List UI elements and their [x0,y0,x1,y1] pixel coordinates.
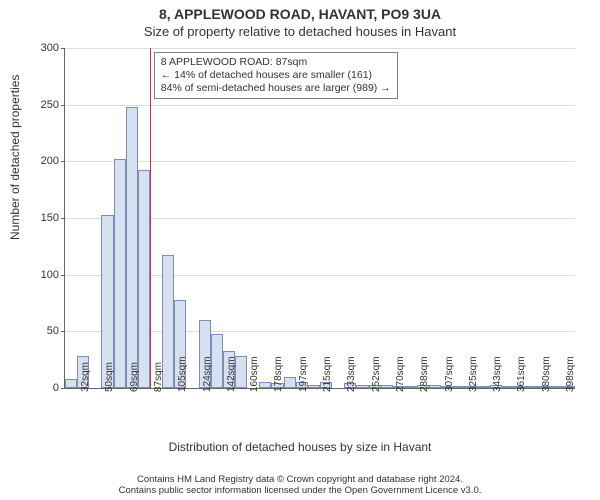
x-tick-label: 142sqm [226,356,237,392]
gridline [65,105,575,106]
x-tick-label: 380sqm [541,356,552,392]
x-tick-label: 160sqm [249,356,260,392]
annotation-line: 8 APPLEWOOD ROAD: 87sqm [161,56,391,69]
histogram-bar [284,377,296,388]
histogram-bar [526,386,538,388]
histogram-bar [138,170,150,388]
annotation-box: 8 APPLEWOOD ROAD: 87sqm← 14% of detached… [154,52,398,99]
histogram-bar [381,385,393,388]
y-tick-label: 250 [29,99,59,111]
annotation-line: ← 14% of detached houses are smaller (16… [161,69,391,82]
y-tick-mark [61,48,65,49]
gridline [65,48,575,49]
x-tick-label: 32sqm [80,362,91,392]
y-axis-label: Number of detached properties [8,75,22,240]
histogram-bar [405,386,417,388]
chart-area: 05010015020025030032sqm50sqm69sqm87sqm10… [64,48,574,418]
y-tick-mark [61,331,65,332]
x-tick-label: 124sqm [202,356,213,392]
footer-line-1: Contains HM Land Registry data © Crown c… [0,474,600,485]
x-tick-label: 307sqm [444,356,455,392]
y-tick-label: 50 [29,325,59,337]
footer-attribution: Contains HM Land Registry data © Crown c… [0,474,600,496]
x-tick-label: 233sqm [346,356,357,392]
histogram-bar [429,385,441,388]
histogram-bar [259,382,271,388]
y-tick-label: 0 [29,382,59,394]
x-tick-label: 288sqm [419,356,430,392]
histogram-bar [126,107,138,388]
x-tick-label: 215sqm [322,356,333,392]
chart-title-main: 8, APPLEWOOD ROAD, HAVANT, PO9 3UA [0,0,600,22]
y-tick-mark [61,218,65,219]
gridline [65,161,575,162]
y-tick-label: 300 [29,42,59,54]
x-tick-label: 398sqm [565,356,576,392]
y-tick-mark [61,388,65,389]
histogram-bar [454,386,466,388]
y-tick-mark [61,161,65,162]
plot-area: 05010015020025030032sqm50sqm69sqm87sqm10… [64,48,575,389]
x-tick-label: 178sqm [273,356,284,392]
y-tick-mark [61,105,65,106]
x-tick-label: 105sqm [177,356,188,392]
x-tick-label: 361sqm [516,356,527,392]
histogram-bar [65,379,77,388]
x-tick-label: 87sqm [153,362,164,392]
x-tick-label: 50sqm [104,362,115,392]
footer-line-2: Contains public sector information licen… [0,485,600,496]
y-tick-label: 150 [29,212,59,224]
annotation-line: 84% of semi-detached houses are larger (… [161,82,391,95]
histogram-bar [478,386,490,388]
x-axis-label: Distribution of detached houses by size … [0,440,600,454]
x-tick-label: 270sqm [395,356,406,392]
histogram-bar [308,385,320,388]
x-tick-label: 252sqm [371,356,382,392]
y-tick-label: 100 [29,269,59,281]
x-tick-label: 197sqm [298,356,309,392]
chart-title-sub: Size of property relative to detached ho… [0,22,600,39]
y-tick-label: 200 [29,155,59,167]
histogram-bar [551,386,563,388]
histogram-bar [502,386,514,388]
histogram-bar [114,159,126,388]
histogram-bar [356,385,368,388]
x-tick-label: 343sqm [492,356,503,392]
marker-line [150,48,151,388]
y-tick-mark [61,275,65,276]
x-tick-label: 325sqm [468,356,479,392]
x-tick-label: 69sqm [129,362,140,392]
